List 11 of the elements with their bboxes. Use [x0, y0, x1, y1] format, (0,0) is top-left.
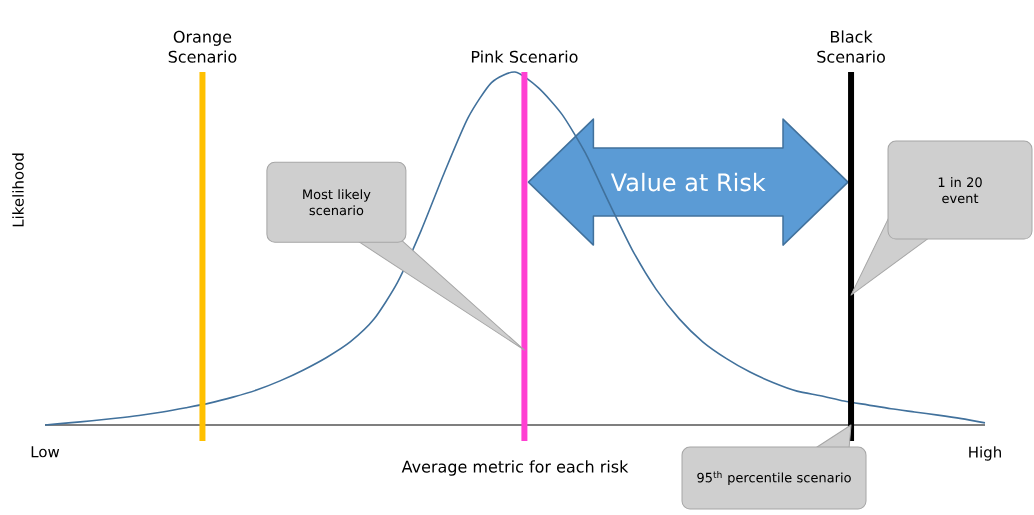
annotation: Most likely scenario — [303, 189, 371, 216]
y-axis-title: Likelihood — [12, 153, 24, 227]
annotation: 1 in 20 event — [938, 177, 982, 204]
x-axis-title: Average metric for each risk — [401, 460, 629, 476]
text: 95$^{th}$ percentile scenario — [697, 471, 851, 485]
text: Orange Scenario — [168, 30, 237, 63]
text: Black Scenario — [817, 30, 885, 63]
x-tick-label: Low — [31, 446, 60, 458]
text: Pink Scenario — [471, 50, 578, 63]
x-tick-label: High — [969, 446, 1001, 461]
annotation: Value at Risk — [610, 172, 766, 192]
